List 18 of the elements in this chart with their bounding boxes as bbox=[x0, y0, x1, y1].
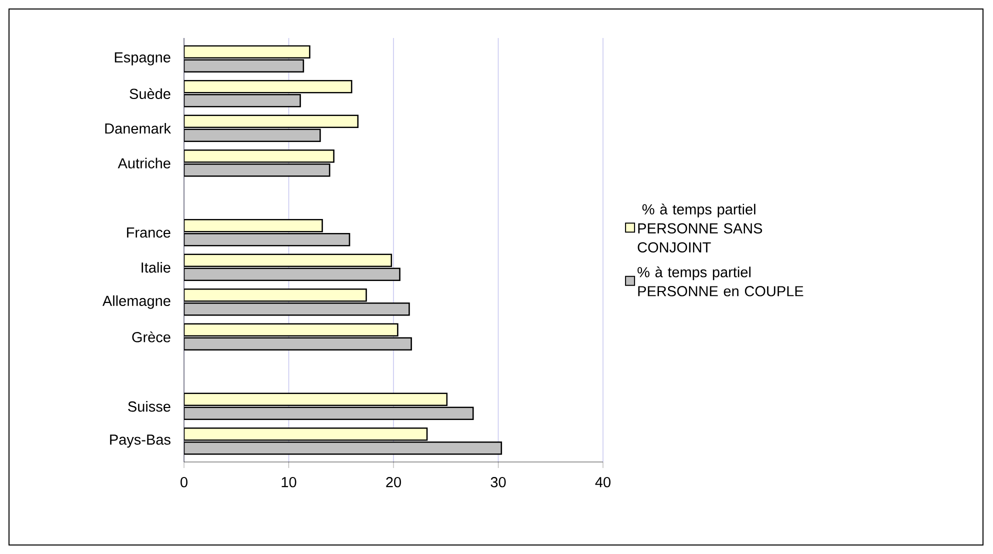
y-tick-label: Italie bbox=[142, 262, 170, 273]
legend-label: % à temps partiel PERSONNE SANS CONJOINT bbox=[638, 204, 762, 252]
bar bbox=[184, 80, 352, 94]
y-tick-label: Grèce bbox=[132, 331, 170, 342]
x-tick-label: 0 bbox=[180, 477, 188, 488]
y-tick-label: Danemark bbox=[105, 123, 171, 134]
x-tick-label: 40 bbox=[595, 477, 610, 488]
x-tick-label: 20 bbox=[386, 477, 401, 488]
y-tick-label: Suisse bbox=[128, 401, 170, 412]
x-tick-label: 30 bbox=[490, 477, 506, 488]
legend-label: % à temps partiel PERSONNE en COUPLE bbox=[638, 266, 804, 296]
y-tick-label: Suède bbox=[130, 88, 170, 100]
y-tick-label: Allemagne bbox=[102, 295, 170, 309]
y-tick-label: Pays-Bas bbox=[110, 434, 170, 448]
x-tick-label: 10 bbox=[282, 477, 296, 488]
y-tick-label: France bbox=[127, 228, 170, 238]
y-tick-label: Autriche bbox=[118, 158, 170, 168]
y-tick-label: Espagne bbox=[114, 52, 170, 66]
